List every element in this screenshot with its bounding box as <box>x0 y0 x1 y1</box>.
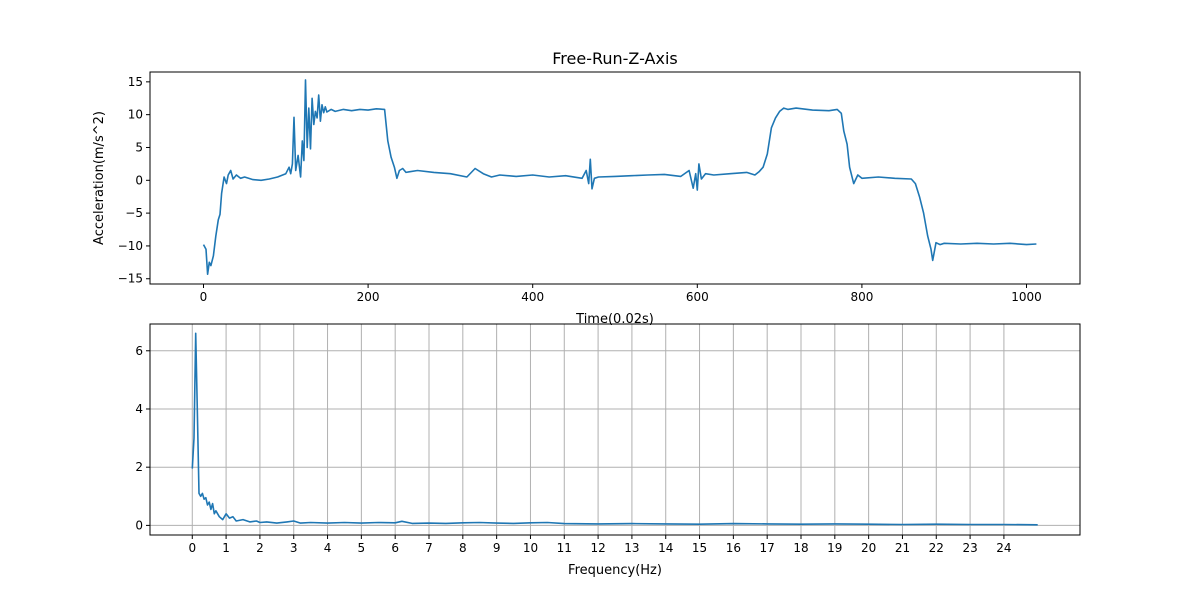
bottom-chart-xtick-label: 15 <box>692 541 707 555</box>
top-chart-line <box>202 79 1037 275</box>
chart-title: Free-Run-Z-Axis <box>552 49 677 68</box>
bottom-chart-xtick-label: 0 <box>188 541 196 555</box>
top-chart-ytick-label: −15 <box>118 272 143 286</box>
bottom-chart-xlabel: Frequency(Hz) <box>568 563 662 578</box>
top-chart-xtick-label: 600 <box>686 290 709 304</box>
top-chart-xtick-label: 200 <box>357 290 380 304</box>
bottom-chart-ytick-label: 2 <box>135 460 143 474</box>
bottom-chart-line <box>191 332 1038 526</box>
bottom-chart-ytick-label: 4 <box>135 402 143 416</box>
top-chart-ytick-label: 0 <box>135 173 143 187</box>
bottom-chart-xtick-label: 8 <box>459 541 467 555</box>
bottom-chart-frame <box>149 323 1081 536</box>
top-chart-xtick-label: 800 <box>850 290 873 304</box>
bottom-chart-xtick-label: 17 <box>760 541 775 555</box>
bottom-chart-xtick-label: 14 <box>658 541 673 555</box>
bottom-chart-xtick-label: 4 <box>324 541 332 555</box>
bottom-chart-xtick-label: 7 <box>425 541 433 555</box>
top-chart-ytick-label: 10 <box>128 108 143 122</box>
top-chart-ytick-label: 5 <box>135 140 143 154</box>
bottom-chart-ytick-label: 0 <box>135 518 143 532</box>
bottom-chart: 0 1 2 3 4 5 6 7 8 9 10 11 12 13 14 15 16 17 18 19 20 21 22 23 24… <box>135 323 1081 578</box>
top-chart-ytick-label: −5 <box>125 206 143 220</box>
bottom-chart-xtick-label: 13 <box>624 541 639 555</box>
bottom-chart-xtick-label: 10 <box>523 541 538 555</box>
bottom-chart-xtick-label: 3 <box>290 541 298 555</box>
bottom-chart-xtick-label: 2 <box>256 541 264 555</box>
top-chart-frame <box>149 71 1081 285</box>
bottom-chart-xtick-label: 21 <box>895 541 910 555</box>
bottom-chart-xtick-label: 22 <box>929 541 944 555</box>
bottom-chart-xtick-label: 12 <box>590 541 605 555</box>
top-chart-ytick-label: 15 <box>128 75 143 89</box>
top-chart-xlabel: Time(0.02s) <box>575 312 654 327</box>
bottom-chart-grid <box>150 324 1080 535</box>
bottom-chart-xtick-label: 24 <box>996 541 1011 555</box>
bottom-chart-xtick-label: 6 <box>391 541 399 555</box>
top-chart-xtick-label: 1000 <box>1011 290 1042 304</box>
bottom-chart-xtick-label: 20 <box>861 541 876 555</box>
bottom-chart-ticks: 0 1 2 3 4 5 6 7 8 9 10 11 12 13 14 15 16 17 18 19 20 21 22 23 24… <box>135 344 1011 555</box>
bottom-chart-xtick-label: 5 <box>358 541 366 555</box>
top-chart-ylabel: Acceleration(m/s^2) <box>92 111 107 245</box>
bottom-chart-xtick-label: 1 <box>222 541 230 555</box>
top-chart-ytick-label: −10 <box>118 239 143 253</box>
top-chart: Free-Run-Z-Axis 0 200 400 600 800 1000 −15 −10 −… <box>92 49 1081 327</box>
bottom-chart-xtick-label: 23 <box>962 541 977 555</box>
top-chart-ticks: 0 200 400 600 800 1000 −15 −10 −5 0 5 10 15 <box>118 75 1042 304</box>
bottom-chart-xtick-label: 9 <box>493 541 501 555</box>
bottom-chart-xtick-label: 18 <box>793 541 808 555</box>
bottom-chart-ytick-label: 6 <box>135 344 143 358</box>
top-chart-xtick-label: 400 <box>521 290 544 304</box>
bottom-chart-xtick-label: 16 <box>726 541 741 555</box>
bottom-chart-xtick-label: 19 <box>827 541 842 555</box>
top-chart-xtick-label: 0 <box>200 290 208 304</box>
bottom-chart-xtick-label: 11 <box>557 541 572 555</box>
